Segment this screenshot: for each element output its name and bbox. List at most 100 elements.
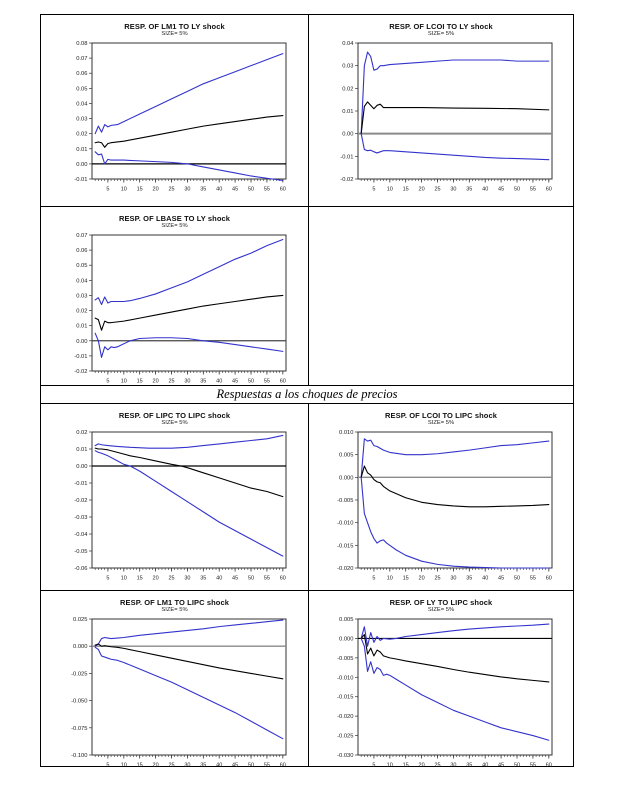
svg-text:0.000: 0.000 xyxy=(72,644,87,650)
svg-text:-0.06: -0.06 xyxy=(74,566,87,572)
svg-text:0.08: 0.08 xyxy=(76,41,87,47)
svg-text:-0.04: -0.04 xyxy=(74,532,88,538)
svg-text:35: 35 xyxy=(466,187,472,193)
chart-cell-lm1-lipc: RESP. OF LM1 TO LIPC shock SIZE= 5% 0.02… xyxy=(41,591,309,769)
chart-ly-lipc: RESP. OF LY TO LIPC shock SIZE= 5% 0.005… xyxy=(324,591,558,769)
svg-text:50: 50 xyxy=(247,379,253,385)
svg-text:60: 60 xyxy=(279,763,285,769)
svg-text:55: 55 xyxy=(263,763,269,769)
chart-plot-area: 0.005 0.000 -0.005 -0.010 -0.015 -0.020 -0.025… xyxy=(324,616,558,769)
svg-text:0.00: 0.00 xyxy=(342,132,353,138)
svg-text:50: 50 xyxy=(514,187,520,193)
chart-subtitle: SIZE= 5% xyxy=(161,607,188,613)
svg-text:0.01: 0.01 xyxy=(76,447,87,453)
svg-text:30: 30 xyxy=(184,379,190,385)
svg-text:25: 25 xyxy=(168,187,174,193)
chart-lipc-lipc: RESP. OF LIPC TO LIPC shock SIZE= 5% 0.0… xyxy=(58,404,292,582)
svg-text:20: 20 xyxy=(419,763,425,769)
chart-cell-lm1-ly: RESP. OF LM1 TO LY shock SIZE= 5% 0.08 0.… xyxy=(41,15,309,206)
svg-text:25: 25 xyxy=(168,763,174,769)
svg-text:0.000: 0.000 xyxy=(339,636,354,642)
svg-text:-0.015: -0.015 xyxy=(337,695,353,701)
chart-subtitle: SIZE= 5% xyxy=(427,420,455,426)
svg-text:-0.03: -0.03 xyxy=(74,515,87,521)
svg-text:60: 60 xyxy=(279,187,285,193)
svg-text:5: 5 xyxy=(372,763,375,769)
svg-text:-0.02: -0.02 xyxy=(74,498,87,504)
svg-text:25: 25 xyxy=(434,576,440,582)
chart-subtitle: SIZE= 5% xyxy=(427,607,455,613)
svg-text:20: 20 xyxy=(152,187,158,193)
svg-text:55: 55 xyxy=(263,379,269,385)
svg-text:35: 35 xyxy=(200,187,206,193)
svg-text:0.06: 0.06 xyxy=(76,248,87,254)
svg-text:60: 60 xyxy=(279,379,285,385)
svg-text:0.02: 0.02 xyxy=(342,86,353,92)
svg-text:0.000: 0.000 xyxy=(339,475,354,481)
section-divider: Respuestas a los choques de precios xyxy=(41,386,573,404)
svg-text:20: 20 xyxy=(152,379,158,385)
chart-plot-area: 0.02 0.01 0.00 -0.01 -0.02 -0.03 -0.04 -0.05 -0.… xyxy=(58,429,292,582)
svg-text:50: 50 xyxy=(247,576,253,582)
chart-lm1-ly: RESP. OF LM1 TO LY shock SIZE= 5% 0.08 0.… xyxy=(58,15,292,193)
svg-text:5: 5 xyxy=(106,576,109,582)
table-row-3: RESP. OF LIPC TO LIPC shock SIZE= 5% 0.0… xyxy=(41,404,573,591)
svg-text:0.02: 0.02 xyxy=(76,430,87,436)
chart-subtitle: SIZE= 5% xyxy=(161,223,188,229)
svg-text:15: 15 xyxy=(136,379,142,385)
svg-text:40: 40 xyxy=(216,379,222,385)
svg-text:25: 25 xyxy=(434,763,440,769)
table-row-4: RESP. OF LM1 TO LIPC shock SIZE= 5% 0.02… xyxy=(41,591,573,769)
svg-text:40: 40 xyxy=(482,763,488,769)
svg-text:0.010: 0.010 xyxy=(339,430,354,436)
svg-text:35: 35 xyxy=(200,379,206,385)
svg-text:0.05: 0.05 xyxy=(76,263,87,269)
svg-text:-0.020: -0.020 xyxy=(337,714,353,720)
svg-text:0.02: 0.02 xyxy=(76,132,87,138)
svg-text:30: 30 xyxy=(184,187,190,193)
svg-text:45: 45 xyxy=(232,763,238,769)
svg-text:-0.02: -0.02 xyxy=(340,177,353,183)
svg-text:55: 55 xyxy=(263,576,269,582)
svg-text:-0.010: -0.010 xyxy=(337,675,353,681)
svg-text:5: 5 xyxy=(106,379,109,385)
svg-text:0.04: 0.04 xyxy=(76,101,88,107)
svg-text:-0.020: -0.020 xyxy=(337,566,353,572)
svg-text:25: 25 xyxy=(168,379,174,385)
chart-lbase-ly: RESP. OF LBASE TO LY shock SIZE= 5% 0.07… xyxy=(58,207,292,385)
svg-text:40: 40 xyxy=(482,576,488,582)
svg-text:0.01: 0.01 xyxy=(76,147,87,153)
svg-text:20: 20 xyxy=(419,576,425,582)
svg-text:35: 35 xyxy=(466,576,472,582)
svg-text:60: 60 xyxy=(546,763,552,769)
svg-text:45: 45 xyxy=(498,187,504,193)
svg-text:-0.05: -0.05 xyxy=(74,549,87,555)
chart-cell-lbase-ly: RESP. OF LBASE TO LY shock SIZE= 5% 0.07… xyxy=(41,207,309,385)
chart-subtitle: SIZE= 5% xyxy=(161,420,188,426)
svg-text:40: 40 xyxy=(482,187,488,193)
svg-text:55: 55 xyxy=(530,576,536,582)
chart-lm1-lipc: RESP. OF LM1 TO LIPC shock SIZE= 5% 0.02… xyxy=(58,591,292,769)
svg-text:-0.01: -0.01 xyxy=(74,354,87,360)
svg-text:50: 50 xyxy=(247,187,253,193)
svg-text:35: 35 xyxy=(466,763,472,769)
svg-text:10: 10 xyxy=(120,379,126,385)
chart-title: RESP. OF LCOI TO LY shock xyxy=(389,22,493,31)
svg-text:0.005: 0.005 xyxy=(339,617,354,623)
empty-cell xyxy=(309,207,573,385)
chart-cell-lcoi-lipc: RESP. OF LCOI TO LIPC shock SIZE= 5% 0.0… xyxy=(309,404,573,590)
svg-text:-0.005: -0.005 xyxy=(337,656,353,662)
svg-text:0.05: 0.05 xyxy=(76,86,87,92)
svg-text:25: 25 xyxy=(434,187,440,193)
chart-title: RESP. OF LM1 TO LY shock xyxy=(124,22,225,31)
svg-text:55: 55 xyxy=(530,187,536,193)
svg-text:5: 5 xyxy=(106,187,109,193)
svg-text:35: 35 xyxy=(200,763,206,769)
svg-text:10: 10 xyxy=(387,763,393,769)
svg-text:0.00: 0.00 xyxy=(76,464,87,470)
table-row-1: RESP. OF LM1 TO LY shock SIZE= 5% 0.08 0.… xyxy=(41,15,573,207)
svg-text:-0.025: -0.025 xyxy=(337,734,353,740)
svg-text:50: 50 xyxy=(514,763,520,769)
chart-lcoi-ly: RESP. OF LCOI TO LY shock SIZE= 5% 0.04 0… xyxy=(324,15,558,193)
svg-text:0.04: 0.04 xyxy=(342,41,354,47)
